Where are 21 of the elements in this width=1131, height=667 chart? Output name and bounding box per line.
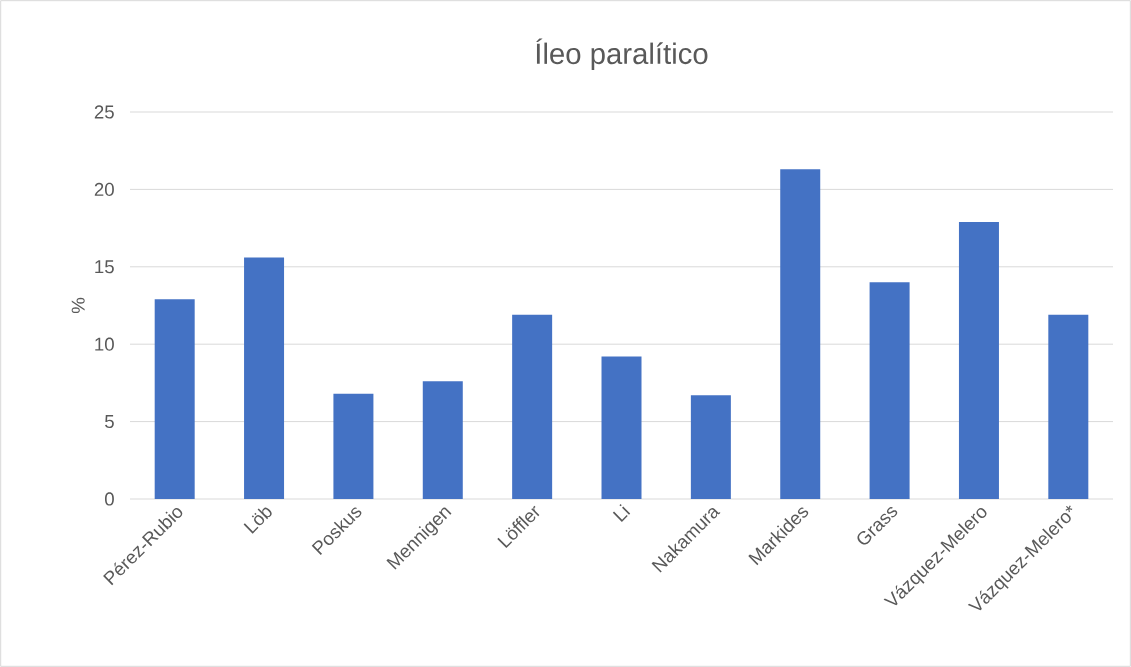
- bar: [512, 314, 553, 499]
- bar: [690, 395, 731, 499]
- bar: [958, 221, 999, 499]
- y-tick-label: 15: [95, 260, 114, 274]
- y-tick-label: 25: [94, 105, 114, 119]
- bar: [333, 393, 374, 499]
- y-tick-label: 0: [104, 492, 114, 506]
- y-tick-label: 20: [94, 182, 114, 196]
- x-tick-label: Li: [612, 504, 631, 522]
- bar: [780, 169, 821, 499]
- bar: [422, 381, 463, 499]
- y-tick-label: 10: [95, 337, 114, 351]
- bar: [154, 299, 195, 499]
- bar: [601, 356, 642, 499]
- bar: [1048, 314, 1089, 499]
- chart-title: Íleo paralítico: [536, 38, 708, 70]
- x-tick-label: Löb: [243, 507, 272, 534]
- bar: [869, 282, 910, 499]
- y-axis-title: %: [71, 297, 85, 314]
- y-tick-label: 5: [105, 415, 114, 429]
- bar: [244, 257, 285, 499]
